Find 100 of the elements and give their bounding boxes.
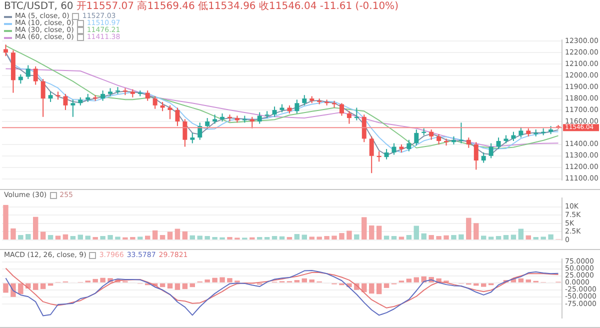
bar: [474, 223, 479, 240]
bar: [391, 236, 397, 240]
bar: [480, 236, 486, 240]
bar: [398, 236, 404, 240]
bar: [197, 236, 202, 240]
bar: [204, 236, 210, 240]
bar: [309, 280, 314, 282]
candlestick: [3, 44, 8, 57]
candlestick: [429, 129, 434, 140]
bar: [354, 234, 360, 240]
bar: [78, 234, 84, 240]
bar: [316, 236, 322, 240]
candlestick: [458, 122, 464, 144]
bar: [368, 225, 374, 240]
bar: [346, 230, 352, 240]
candlestick: [414, 129, 419, 146]
bar: [100, 236, 106, 240]
bar: [160, 283, 166, 288]
candlestick: [48, 91, 53, 102]
bar: [362, 217, 367, 240]
chart-title: BTC/USDT, 60: [4, 1, 74, 12]
bar: [518, 228, 524, 240]
bar: [32, 216, 38, 240]
bar: [406, 235, 412, 240]
bar: [510, 234, 516, 240]
candlestick: [190, 132, 195, 144]
bar: [10, 228, 16, 240]
candlestick: [26, 64, 30, 80]
candlestick: [436, 134, 442, 145]
bar: [182, 231, 188, 240]
candlestick: [168, 104, 172, 120]
bar: [466, 218, 472, 240]
bar: [294, 234, 300, 240]
candlestick: [339, 102, 344, 116]
candlestick: [518, 126, 524, 138]
bar: [18, 235, 24, 240]
bar: [302, 234, 308, 240]
candlestick: [33, 66, 38, 86]
bar: [406, 278, 412, 282]
candlestick: [302, 94, 307, 106]
bar: [414, 277, 420, 282]
bar: [376, 226, 382, 240]
bar: [309, 236, 314, 240]
bar: [384, 236, 390, 240]
bar: [212, 278, 218, 282]
bar: [62, 234, 68, 240]
bar: [152, 230, 158, 240]
candlestick: [182, 118, 188, 148]
bar: [190, 283, 196, 288]
candlestick: [212, 114, 218, 124]
candlestick: [205, 118, 210, 129]
candlestick: [272, 106, 277, 118]
chart-subtitle: 开11557.07 高11569.46 低11534.96 收11546.04 -11.61 (-0.10%): [76, 1, 398, 12]
bar: [279, 236, 285, 240]
bar: [32, 283, 38, 290]
bar: [160, 235, 166, 240]
candlestick: [100, 90, 106, 102]
candlestick: [152, 96, 158, 110]
candlestick: [175, 107, 180, 127]
bar: [414, 226, 420, 240]
bar: [18, 283, 24, 294]
bar: [526, 280, 532, 282]
bar: [55, 236, 61, 240]
bar: [138, 236, 143, 240]
bar: [115, 236, 120, 240]
candlestick: [406, 139, 412, 152]
bar: [272, 236, 278, 240]
bar: [182, 283, 188, 290]
candlestick: [40, 78, 46, 118]
candlestick: [488, 142, 494, 159]
candlestick: [511, 131, 516, 142]
bar: [26, 234, 31, 240]
candlestick: [384, 148, 389, 160]
bar: [40, 232, 46, 240]
bar: [548, 234, 554, 240]
bar: [85, 236, 90, 240]
candlestick: [466, 137, 471, 148]
bar: [496, 236, 502, 240]
bar: [302, 278, 308, 282]
candlestick: [369, 136, 374, 174]
bar: [436, 236, 442, 240]
candlestick: [392, 142, 396, 156]
bar: [144, 236, 150, 240]
bar: [220, 277, 225, 282]
candlestick: [198, 122, 202, 140]
bar: [40, 283, 46, 290]
bar: [368, 283, 374, 294]
bar: [100, 278, 106, 282]
candlestick: [346, 110, 352, 124]
bar: [174, 228, 180, 240]
bar: [48, 235, 54, 240]
bar: [480, 283, 486, 287]
candlestick: [18, 74, 23, 84]
bar: [428, 235, 434, 240]
bar: [384, 283, 390, 288]
candlestick: [481, 152, 486, 164]
bar: [174, 283, 180, 290]
candlestick: [250, 116, 254, 129]
candlestick: [145, 90, 150, 102]
bar: [526, 235, 532, 240]
